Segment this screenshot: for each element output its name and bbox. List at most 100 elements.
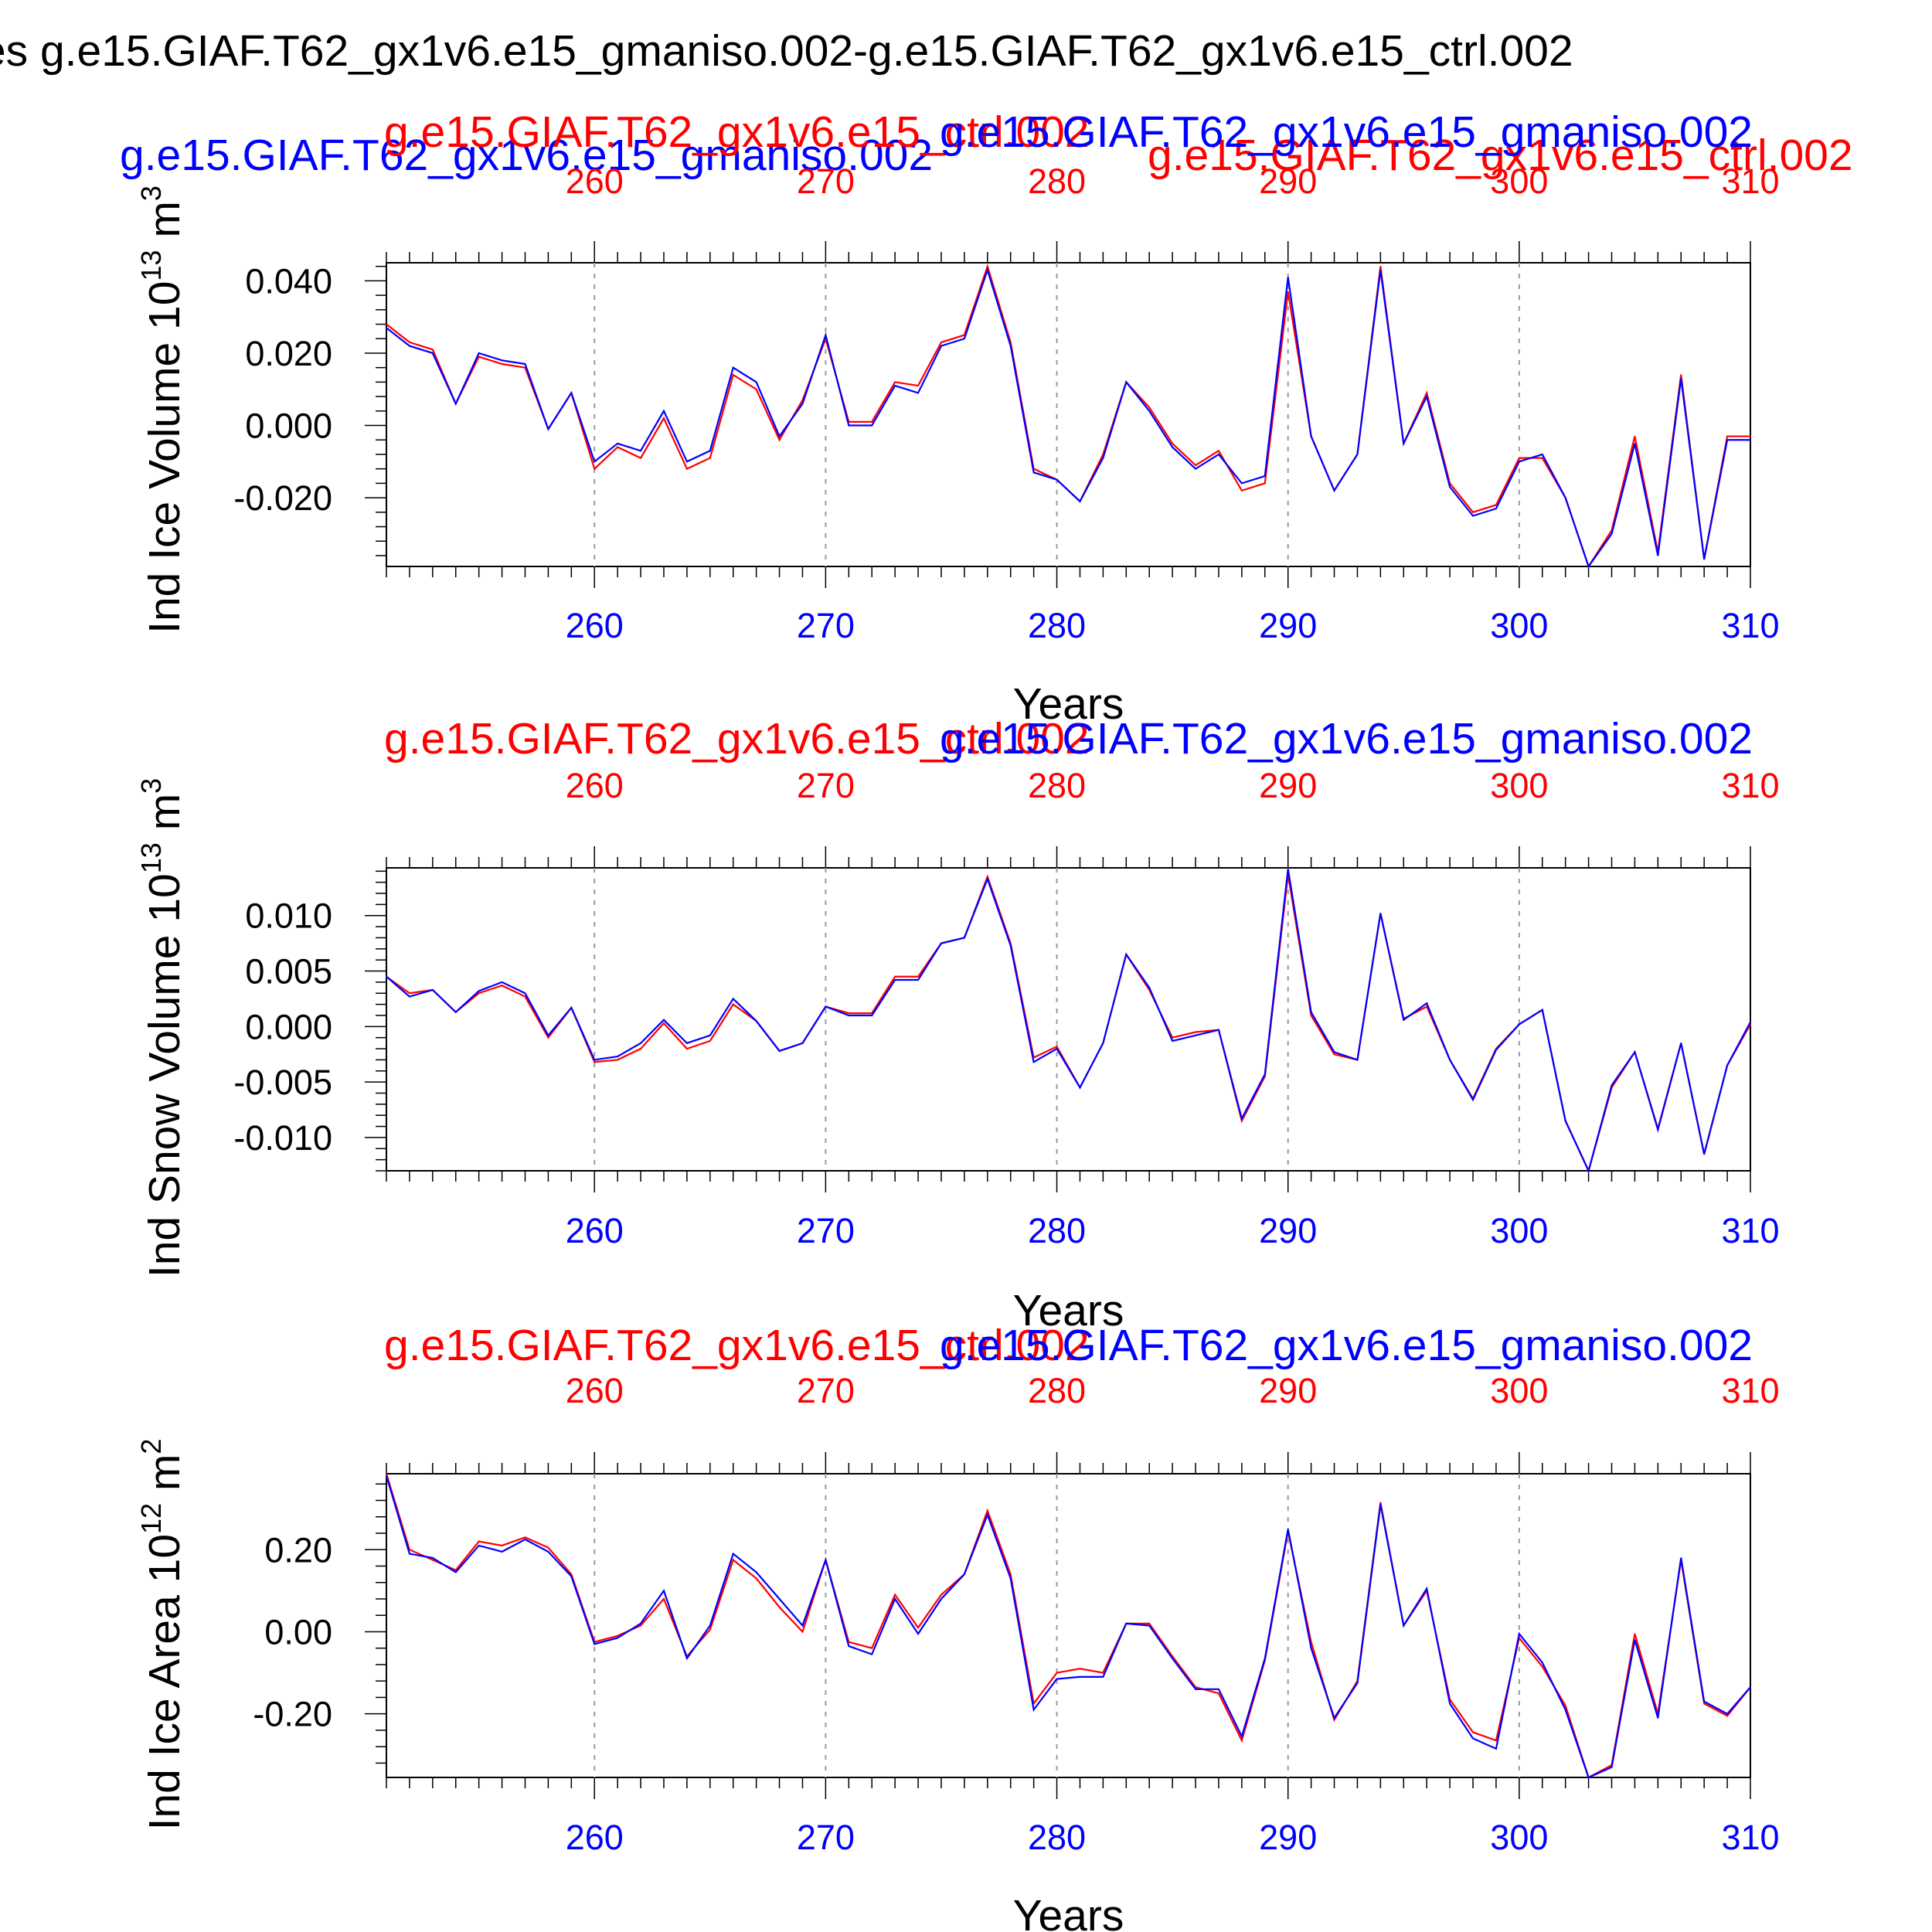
data-point (501, 363, 503, 365)
data-point (801, 403, 804, 405)
data-point (825, 1005, 827, 1008)
data-point (1056, 478, 1058, 481)
y-tick-label: 0.000 (245, 406, 332, 446)
data-point (640, 1623, 641, 1624)
data-point (709, 1629, 711, 1631)
data-point (594, 1061, 596, 1063)
data-point (409, 992, 410, 995)
panel-2: g.e15.GIAF.T62_gx1v6.e15_ctrl.002g.e15.G… (135, 714, 1780, 1335)
y-tick-label: 0.020 (245, 334, 332, 373)
data-point (755, 1020, 757, 1022)
data-point (1310, 1015, 1312, 1016)
data-point (801, 1043, 804, 1044)
data-point (663, 1590, 665, 1592)
data-point (1287, 1528, 1289, 1530)
data-point (871, 1015, 873, 1016)
data-point (1172, 1036, 1173, 1039)
data-point (617, 446, 618, 448)
data-point (732, 366, 734, 369)
data-point (1218, 450, 1219, 452)
data-point (894, 381, 896, 383)
y-tick-label: 0.20 (264, 1530, 332, 1570)
data-point (964, 937, 965, 939)
data-point (1148, 410, 1151, 412)
y-tick-label: 0.00 (264, 1612, 332, 1651)
data-point (1495, 1049, 1497, 1051)
data-point (1426, 1587, 1427, 1590)
data-point (1726, 435, 1728, 437)
legend-ctrl: g.e15.GIAF.T62_gx1v6.e15_ctrl.002 (384, 107, 1090, 157)
series-line-ctrl (386, 264, 1750, 569)
data-point (1449, 1059, 1451, 1061)
data-point (1032, 1709, 1035, 1711)
data-point (1519, 1023, 1520, 1026)
data-point (686, 1658, 688, 1659)
panel-3: g.e15.GIAF.T62_gx1v6.e15_ctrl.002g.e15.G… (135, 1321, 1780, 1932)
data-point (1403, 1624, 1405, 1627)
data-point (940, 1598, 942, 1600)
data-point (1310, 1011, 1312, 1013)
x-tick-label-bottom: 290 (1259, 1211, 1317, 1250)
data-point (1148, 1624, 1151, 1627)
x-tick-label-top: 260 (566, 1371, 624, 1410)
data-point (432, 349, 434, 351)
data-point (1379, 269, 1382, 271)
data-point (686, 468, 688, 470)
data-point (1750, 439, 1751, 441)
x-tick-label-bottom: 310 (1721, 606, 1779, 645)
data-point (663, 1022, 665, 1024)
data-point (1564, 497, 1566, 498)
data-point (1541, 1665, 1543, 1668)
y-axis-label: Ind Ice Volume 1013 m3 (135, 185, 189, 634)
panels: g.e15.GIAF.T62_gx1v6.e15_gmaniso.002 g.e1… (120, 107, 1853, 1932)
data-point (755, 388, 757, 390)
data-point (1333, 1051, 1335, 1053)
data-point (1241, 489, 1243, 492)
data-point (1680, 377, 1682, 379)
data-point (709, 1035, 711, 1036)
y-tick-label: 0.040 (245, 261, 332, 301)
data-point (640, 450, 641, 452)
data-point (1703, 1702, 1705, 1705)
data-point (894, 1598, 896, 1600)
data-point (386, 323, 387, 325)
data-point (1241, 482, 1243, 485)
data-point (640, 1624, 641, 1627)
data-point (778, 435, 781, 437)
data-point (1726, 1715, 1728, 1717)
x-tick-label-top: 310 (1721, 162, 1779, 201)
data-point (917, 979, 919, 981)
data-point (547, 428, 549, 430)
data-point (1519, 1633, 1520, 1634)
data-point (848, 424, 850, 427)
data-point (755, 1571, 757, 1573)
data-point (1195, 468, 1196, 470)
data-point (1680, 374, 1682, 376)
data-point (547, 1551, 549, 1553)
data-point (617, 1056, 618, 1057)
x-tick-label-top: 270 (797, 1371, 855, 1410)
data-point (1264, 475, 1266, 477)
data-point (940, 942, 942, 944)
data-point (1264, 1658, 1266, 1659)
x-tick-label-bottom: 260 (566, 1211, 624, 1250)
y-tick-label: -0.010 (233, 1118, 332, 1158)
data-point (940, 345, 942, 347)
x-axis-label: Years (1013, 1286, 1124, 1335)
data-point (1264, 482, 1266, 485)
data-point (709, 1624, 711, 1627)
data-point (732, 1003, 734, 1005)
data-point (1079, 1676, 1081, 1678)
data-point (1403, 1019, 1405, 1021)
data-point (663, 1019, 665, 1021)
x-tick-label-top: 290 (1259, 162, 1317, 201)
data-point (1426, 1002, 1427, 1004)
data-point (1703, 1153, 1705, 1155)
data-point (894, 979, 896, 981)
data-point (478, 355, 480, 358)
data-point (1750, 1021, 1751, 1023)
data-point (986, 1509, 988, 1512)
data-point (386, 1475, 387, 1477)
data-point (1680, 1557, 1682, 1559)
